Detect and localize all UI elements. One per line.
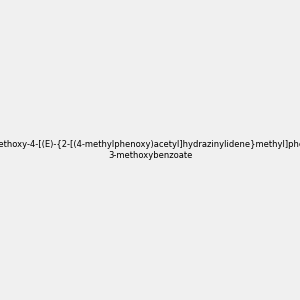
Text: 2-methoxy-4-[(E)-{2-[(4-methylphenoxy)acetyl]hydrazinylidene}methyl]phenyl 3-met: 2-methoxy-4-[(E)-{2-[(4-methylphenoxy)ac…	[0, 140, 300, 160]
